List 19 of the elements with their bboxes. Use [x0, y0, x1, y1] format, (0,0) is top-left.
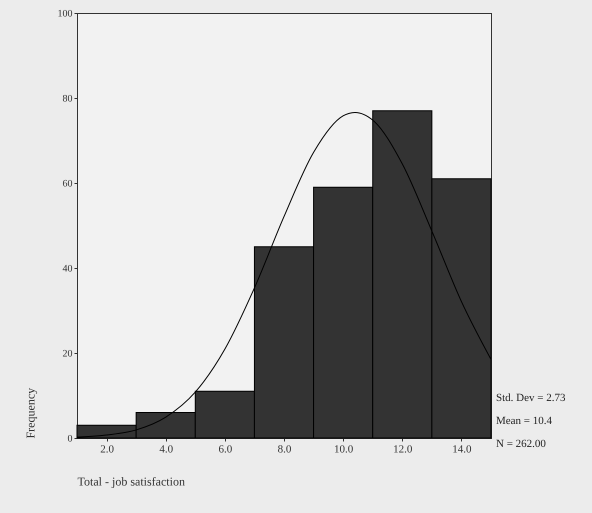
- x-tick-label: 2.0: [100, 444, 114, 456]
- line-series: [77, 112, 491, 438]
- y-tick-label: 60: [62, 178, 72, 190]
- text: Std. Dev = 2.73: [496, 392, 566, 404]
- x-axis-title: Total - job satisfaction: [78, 474, 185, 488]
- text: Mean = 10.4: [496, 415, 552, 427]
- y-tick-label: 0: [68, 434, 72, 444]
- text: N = 262.00: [496, 438, 546, 450]
- x-tick-label: 14.0: [452, 444, 472, 456]
- y-axis-title: Frequency: [24, 388, 38, 438]
- y-tick-label: 20: [62, 348, 72, 360]
- x-tick-label: 10.0: [334, 444, 354, 456]
- x-tick-label: 6.0: [218, 444, 233, 456]
- y-tick-label: 40: [62, 264, 72, 274]
- x-tick-label: 4.0: [159, 444, 174, 456]
- y-tick-label: 80: [62, 94, 72, 104]
- x-tick-label: 12.0: [393, 444, 413, 456]
- y-tick-label: 100: [58, 8, 72, 20]
- x-tick-label: 8.0: [278, 444, 292, 456]
